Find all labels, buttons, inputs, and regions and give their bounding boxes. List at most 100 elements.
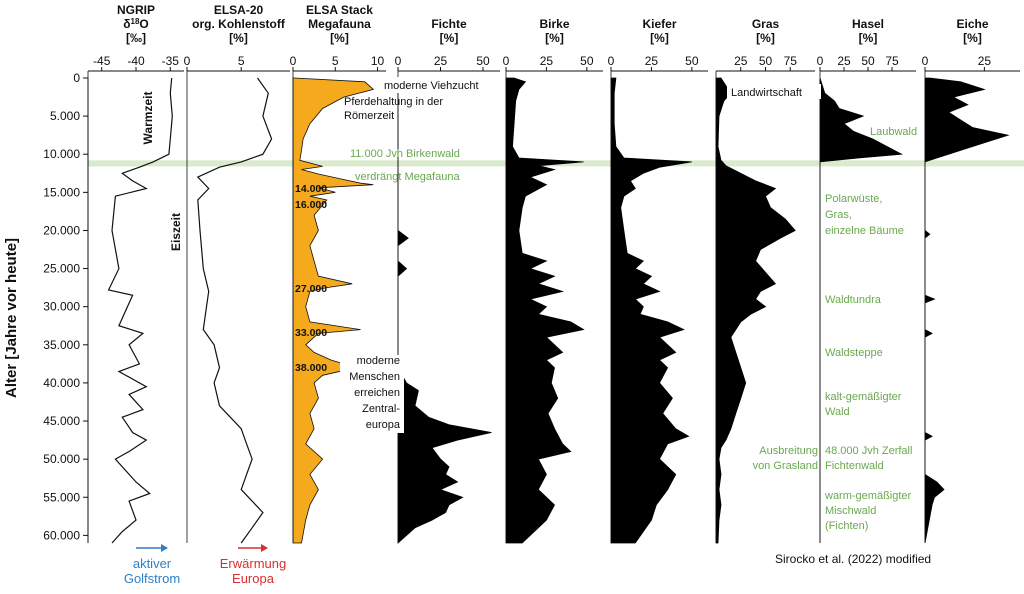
header-fichte-0: Fichte: [431, 17, 467, 31]
x-tick-label: 0: [608, 54, 615, 68]
kalt-wald-label-2: Wald: [825, 406, 850, 418]
polarwueste-label-3: einzelne Bäume: [825, 225, 904, 237]
x-tick-label: 50: [685, 54, 699, 68]
landwirtschaft-label: Landwirtschaft: [731, 87, 802, 99]
polarwueste-label-1: Polarwüste,: [825, 193, 882, 205]
series-birke: [505, 77, 585, 544]
x-tick-label: 0: [817, 54, 824, 68]
golfstrom-label-1: aktiver: [133, 556, 172, 571]
series-elsa20: [196, 77, 273, 544]
header-birke-1: [%]: [545, 31, 564, 45]
x-tick-label: 75: [784, 54, 798, 68]
series-gras: [715, 77, 796, 544]
y-axis-title: Alter [Jahre vor heute]: [3, 238, 20, 398]
x-tick-label: 25: [645, 54, 659, 68]
header-hasel-1: [%]: [859, 31, 878, 45]
series-ngrip: [107, 77, 173, 544]
golfstrom-arrowhead: [161, 544, 168, 552]
x-tick-label: 10: [371, 54, 385, 68]
x-tick-label: 0: [503, 54, 510, 68]
x-tick-label: -40: [127, 54, 145, 68]
y-tick-label: 30.000: [43, 300, 80, 314]
y-tick-label: 35.000: [43, 338, 80, 352]
panel-eiche: 0 25 Eiche[%]: [922, 17, 1020, 543]
header-ngrip-0: NGRIP: [117, 3, 155, 17]
polarwueste-label-2: Gras,: [825, 209, 852, 221]
ausbreitung-label-2: von Grasland: [753, 460, 818, 472]
x-tick-label: 0: [290, 54, 297, 68]
birkenwald-label-2: verdrängt Megafauna: [355, 171, 460, 183]
y-tick-label: 60.000: [43, 528, 80, 542]
marker-27000: 27.000: [295, 283, 327, 295]
marker-33000: 33.000: [295, 327, 327, 339]
header-megafauna-1: Megafauna: [308, 17, 371, 31]
y-tick-label: 5.000: [50, 109, 80, 123]
laubwald-label: Laubwald: [870, 126, 917, 138]
x-tick-label: 0: [395, 54, 402, 68]
header-ngrip-2: [‰]: [126, 31, 146, 45]
x-tick-label: 50: [861, 54, 875, 68]
golfstrom-label-2: Golfstrom: [124, 571, 180, 586]
ausbreitung-label-1: Ausbreitung: [759, 445, 818, 457]
header-eiche-1: [%]: [963, 31, 982, 45]
x-tick-label: 25: [434, 54, 448, 68]
y-tick-label: 40.000: [43, 376, 80, 390]
header-ngrip-1: δ18O: [123, 17, 149, 31]
panel-birke: 0 25 50 Birke[%]: [503, 17, 603, 543]
x-tick-label: 25: [540, 54, 554, 68]
x-tick-label: 75: [885, 54, 899, 68]
header-kiefer-0: Kiefer: [642, 17, 676, 31]
header-eiche-0: Eiche: [956, 17, 988, 31]
fichtenwald-label-1: 48.000 Jvh Zerfall: [825, 445, 912, 457]
warm-mischwald-label-3: (Fichten): [825, 520, 868, 532]
moderne-viehzucht-label: moderne Viehzucht: [384, 80, 479, 92]
warm-mischwald-label-1: warm-gemäßigter: [824, 490, 912, 502]
x-tick-label: 25: [978, 54, 992, 68]
x-tick-label: 50: [759, 54, 773, 68]
header-gras-1: [%]: [756, 31, 775, 45]
marker-14000: 14.000: [295, 183, 327, 195]
pferdehaltung-label-2: Römerzeit: [344, 110, 394, 122]
warm-mischwald-label-2: Mischwald: [825, 505, 876, 517]
eiszeit-label: Eiszeit: [169, 213, 183, 251]
x-tick-label: -45: [93, 54, 111, 68]
y-tick-label: 45.000: [43, 414, 80, 428]
x-tick-label: 5: [332, 54, 339, 68]
erwaermung-arrowhead: [261, 544, 268, 552]
y-tick-label: 25.000: [43, 262, 80, 276]
header-fichte-1: [%]: [440, 31, 459, 45]
kalt-wald-label-1: kalt-gemäßigter: [825, 391, 902, 403]
header-elsa20-0: ELSA-20: [214, 3, 264, 17]
moderne-menschen-5: europa: [366, 419, 401, 431]
series-megafauna: [292, 77, 375, 544]
moderne-menschen-1: moderne: [357, 355, 400, 367]
erwaermung-label-1: Erwärmung: [220, 556, 286, 571]
citation: Sirocko et al. (2022) modified: [775, 552, 931, 566]
erwaermung-label-2: Europa: [232, 571, 275, 586]
marker-38000: 38.000: [295, 362, 327, 374]
panel-fichte: 0 25 50 Fichte[%]: [395, 17, 500, 543]
series-hasel: [819, 77, 903, 543]
moderne-menschen-3: erreichen: [354, 387, 400, 399]
panel-hasel: 0 25 50 75 Hasel[%]: [817, 17, 916, 543]
fichtenwald-label-2: Fichtenwald: [825, 460, 884, 472]
header-elsa20-2: [%]: [229, 31, 248, 45]
header-megafauna-2: [%]: [330, 31, 349, 45]
y-tick-label: 10.000: [43, 147, 80, 161]
x-tick-label: 0: [922, 54, 929, 68]
x-tick-label: 50: [476, 54, 490, 68]
birkenwald-label-1: 11.000 Jvh Birkenwald: [350, 148, 460, 160]
y-tick-label: 15.000: [43, 185, 80, 199]
header-elsa20-1: org. Kohlenstoff: [192, 17, 286, 31]
y-tick-label: 20.000: [43, 223, 80, 237]
x-tick-label: 50: [580, 54, 594, 68]
y-tick-label: 50.000: [43, 452, 80, 466]
pferdehaltung-label-1: Pferdehaltung in der: [344, 96, 443, 108]
x-tick-label: 25: [734, 54, 748, 68]
header-gras-0: Gras: [752, 17, 780, 31]
y-tick-label: 0: [73, 71, 80, 85]
